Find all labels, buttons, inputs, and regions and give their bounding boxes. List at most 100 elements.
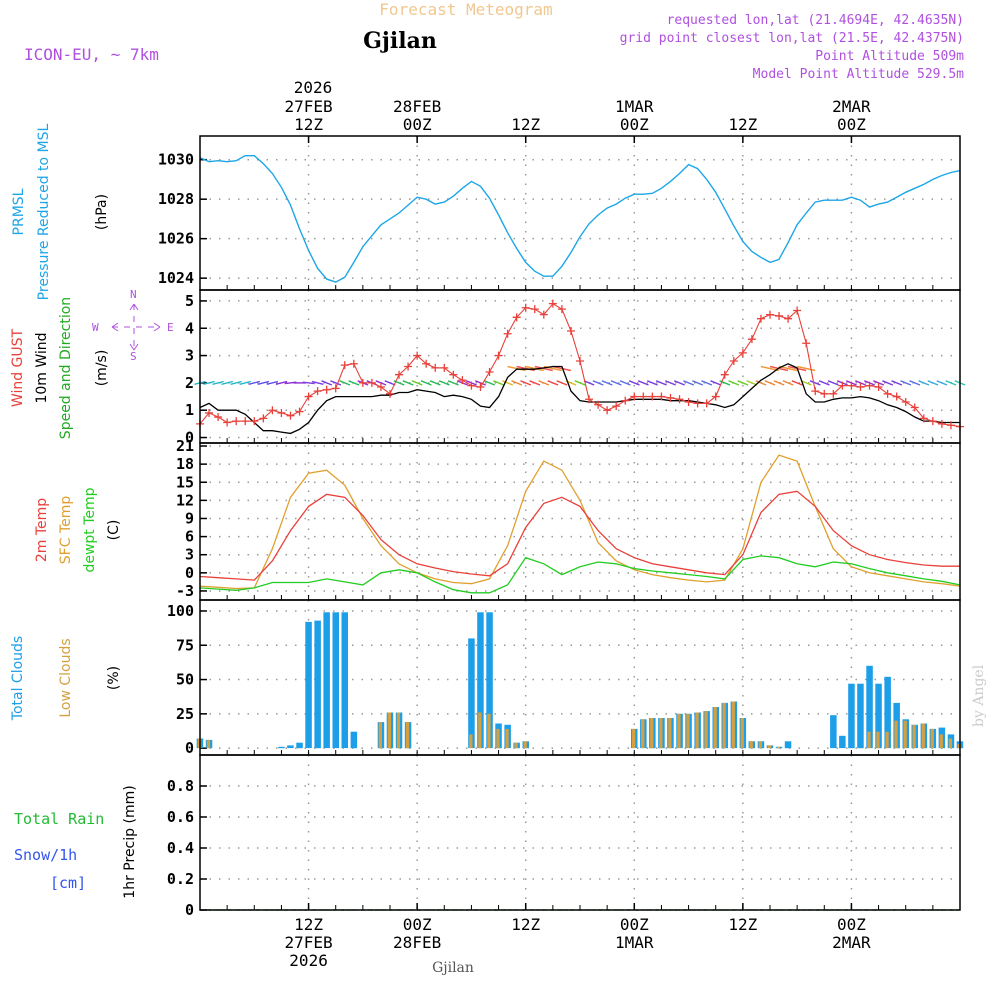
wind-gust-marker — [548, 299, 557, 308]
cloud-low-bar — [514, 742, 518, 749]
cloud-low-bar — [686, 713, 690, 749]
wind-ytick-label: 5 — [185, 292, 194, 310]
cloud-low-bar — [885, 731, 889, 749]
pressure-unit: (hPa) — [94, 194, 110, 230]
cloud-total-bar — [848, 683, 855, 749]
wind-gust-marker — [820, 389, 829, 398]
wind-10m-line — [199, 363, 960, 435]
point-altitude: Point Altitude 509m — [815, 49, 964, 64]
wind-gust-marker — [440, 363, 449, 372]
wind-gust-marker — [476, 382, 485, 391]
compass-e: E — [167, 321, 174, 334]
cloud-low-bar — [948, 738, 952, 749]
footer-station: Gjilan — [432, 960, 474, 976]
wind-gust-marker — [693, 399, 702, 408]
cloud-low-bar — [767, 745, 771, 749]
temp-sfc-line — [199, 454, 961, 590]
wind-gust-marker — [458, 376, 467, 385]
wind-gust-marker — [304, 392, 313, 401]
wind-direction-arrow — [203, 380, 215, 385]
wind-direction-arrow — [411, 380, 423, 386]
wind-direction-arrow — [583, 380, 595, 386]
wind-gust-marker — [603, 406, 612, 415]
wind-gust-marker — [738, 348, 747, 357]
wind-plot-area — [200, 290, 960, 443]
cloud-low-bar — [894, 720, 898, 749]
clouds-panel: 0 25 50 75 100 — [167, 600, 964, 757]
time-axis-bottom-label: 12Z — [294, 915, 323, 934]
wind-gust-marker — [268, 406, 277, 415]
compass-w: W — [92, 321, 99, 334]
wind-direction-arrow — [447, 380, 459, 386]
wind-gust-marker — [367, 378, 376, 387]
cloud-total-label: Total Clouds — [10, 636, 26, 721]
wind-gust-marker — [485, 367, 494, 376]
model-altitude: Model Point Altitude 529.5m — [753, 67, 964, 82]
wind-gust-marker — [811, 387, 820, 396]
wind-gust-marker — [250, 417, 259, 426]
credit-watermark: by Angel — [971, 664, 987, 727]
cloud-low-bar — [939, 734, 943, 749]
temp-dew-line — [199, 555, 961, 594]
pressure-plot-area — [200, 136, 960, 290]
wind-gust-marker — [946, 421, 955, 430]
wind-dir-label: Speed and Direction — [58, 297, 74, 439]
compass-s: S — [130, 350, 137, 363]
wind-direction-arrow — [475, 380, 486, 386]
cloud-low-bar — [487, 713, 491, 749]
wind-direction-arrow — [665, 380, 676, 386]
clouds-ytick-label: 25 — [176, 705, 194, 723]
temp-sfc-label: SFC Temp — [58, 496, 74, 565]
temp-ytick-label: 9 — [185, 509, 194, 527]
precip-rain-label: Total Rain — [14, 810, 104, 828]
wind-direction-arrow — [493, 380, 505, 386]
pressure-ytick-label: 1030 — [158, 151, 194, 169]
compass-n: N — [130, 288, 137, 301]
wind-direction-arrow — [936, 380, 948, 386]
wind-gust-marker — [566, 326, 575, 335]
time-axis-top-label: 27FEB — [284, 97, 332, 116]
cloud-total-bar — [468, 638, 475, 749]
wind-direction-arrow — [746, 380, 758, 386]
cloud-total-bar — [314, 620, 321, 749]
time-axis-bottom-label: 12Z — [728, 915, 757, 934]
time-axis-top-label: 00Z — [620, 115, 649, 134]
temp-ytick-label: 18 — [176, 455, 194, 473]
wind-gust-marker — [386, 389, 394, 398]
wind-gust-marker — [512, 313, 521, 322]
wind-ytick-label: 2 — [185, 374, 194, 392]
cloud-total-bar — [278, 746, 285, 749]
wind-direction-arrow — [655, 380, 667, 386]
wind-direction-arrow — [438, 380, 450, 386]
cloud-unit: (%) — [106, 666, 122, 690]
time-axis-bottom-label: 00Z — [620, 915, 649, 934]
pressure-ytick-label: 1028 — [158, 190, 194, 208]
wind-gust-marker — [422, 359, 431, 368]
wind-gust-marker — [521, 303, 530, 312]
cloud-total-bar — [486, 612, 493, 749]
wind-ytick-label: 1 — [185, 401, 194, 419]
time-axis-top-label: 2MAR — [832, 97, 871, 116]
cloud-low-bar — [396, 712, 401, 749]
wind-direction-arrow — [918, 380, 930, 386]
wind-direction-arrow — [755, 380, 767, 386]
wind-gust-marker — [675, 395, 684, 404]
wind-direction-arrow — [302, 381, 315, 385]
wind-gust-marker — [793, 306, 802, 315]
wind-direction-arrow — [764, 380, 776, 386]
wind-gust-marker — [340, 361, 349, 370]
wind-direction-arrow — [827, 380, 839, 386]
time-axis-top-label: 28FEB — [393, 97, 441, 116]
wind-direction-arrow — [239, 380, 252, 385]
pressure-ytick-label: 1026 — [158, 230, 194, 248]
wind-gust-marker — [829, 389, 838, 398]
clouds-ytick-label: 50 — [176, 671, 194, 689]
cloud-low-bar — [921, 723, 925, 749]
cloud-total-bar — [287, 745, 294, 749]
cloud-low-bar — [677, 713, 681, 749]
cloud-total-bar — [305, 621, 312, 749]
wind-direction-arrow — [800, 380, 812, 386]
cloud-low-bar — [867, 731, 871, 749]
wind-gust-marker — [756, 314, 765, 323]
